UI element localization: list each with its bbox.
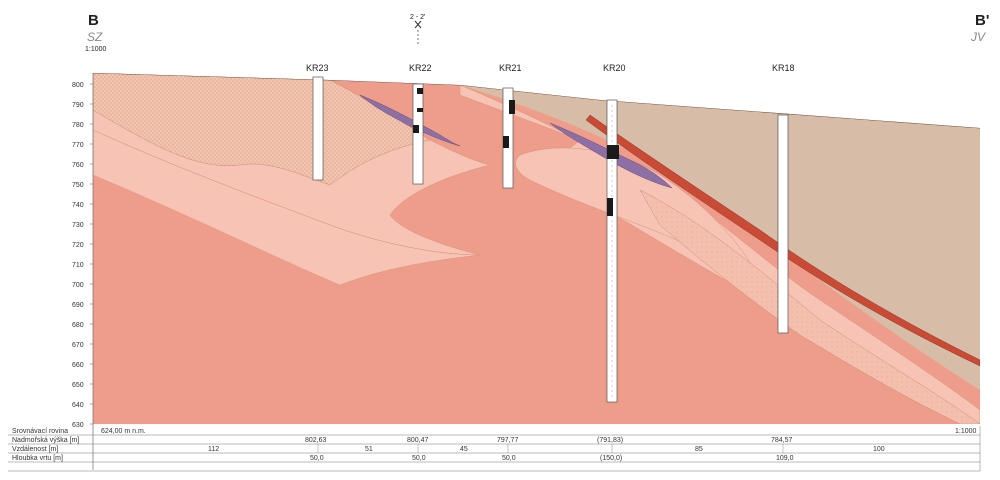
- table-cell: (150,0): [600, 455, 622, 462]
- borehole-label: KR22: [409, 63, 432, 73]
- axis-tick-label: 690: [72, 302, 84, 309]
- axis-tick: 650: [72, 382, 93, 389]
- borehole-kr21: KR21: [499, 63, 522, 189]
- table-row-label: Hloubka vrtu [m]: [12, 455, 63, 462]
- table-row-label: Vzdálenost [m]: [12, 446, 58, 453]
- table-row-label: Srovnávací rovina: [12, 428, 68, 435]
- axis-tick: 730: [72, 222, 93, 229]
- axis-tick: 630: [72, 422, 93, 429]
- elevation-axis: 800 790 780 770 760 750 740 730 720 710 …: [72, 73, 94, 470]
- axis-tick-label: 640: [72, 402, 84, 409]
- table-cell: 802,63: [305, 437, 327, 444]
- table-row-label: Nadmořská výška [m]: [12, 437, 79, 444]
- axis-tick: 770: [72, 142, 93, 149]
- axis-tick-label: 700: [72, 282, 84, 289]
- axis-tick: 690: [72, 302, 93, 309]
- table-cell: 45: [460, 446, 468, 453]
- axis-tick: 710: [72, 262, 93, 269]
- borehole-label: KR21: [499, 63, 522, 73]
- axis-tick-label: 720: [72, 242, 84, 249]
- table-cell: 800,47: [407, 437, 429, 444]
- right-scale-label: 1:1000: [955, 428, 977, 435]
- left-direction-label: SZ: [87, 30, 103, 44]
- table-cell: 50,0: [310, 455, 324, 462]
- axis-tick: 790: [72, 102, 93, 109]
- table-cell: (791,83): [597, 437, 623, 444]
- axis-tick-label: 650: [72, 382, 84, 389]
- datum-value: 624,00 m n.m.: [101, 428, 146, 435]
- axis-tick-label: 630: [72, 422, 84, 429]
- borehole-label: KR20: [603, 63, 626, 73]
- axis-tick-label: 780: [72, 122, 84, 129]
- axis-tick: 660: [72, 362, 93, 369]
- dotted-band: [639, 189, 980, 424]
- axis-tick: 780: [72, 122, 93, 129]
- axis-tick-label: 750: [72, 182, 84, 189]
- borehole-label: KR18: [772, 63, 795, 73]
- axis-tick-label: 800: [72, 82, 84, 89]
- left-section-label: B: [88, 12, 99, 29]
- cross-marker-label: 2 - 2': [410, 14, 425, 21]
- table-cell: 797,77: [497, 437, 519, 444]
- borehole-kr23: KR23: [306, 63, 329, 181]
- table-cell: 50,0: [412, 455, 426, 462]
- borehole-kr22: KR22: [409, 63, 432, 185]
- right-direction-label: JV: [970, 30, 986, 44]
- axis-tick: 720: [72, 242, 93, 249]
- left-scale-label: 1:1000: [85, 46, 107, 53]
- table-cell: 85: [695, 446, 703, 453]
- axis-tick-label: 710: [72, 262, 84, 269]
- axis-tick: 740: [72, 202, 93, 209]
- axis-tick-label: 680: [72, 322, 84, 329]
- geology-layers: [93, 73, 980, 424]
- borehole-label: KR23: [306, 63, 329, 73]
- table-cell: 100: [873, 446, 885, 453]
- table-cell: 109,0: [776, 455, 794, 462]
- axis-tick-label: 760: [72, 162, 84, 169]
- axis-tick-label: 740: [72, 202, 84, 209]
- overburden-layer: [460, 85, 980, 390]
- axis-tick: 640: [72, 402, 93, 409]
- axis-tick-label: 730: [72, 222, 84, 229]
- axis-tick: 760: [72, 162, 93, 169]
- table-cell: 50,0: [502, 455, 516, 462]
- axis-tick: 750: [72, 182, 93, 189]
- right-section-label: B': [975, 12, 989, 29]
- deep-base-layer: [93, 175, 760, 424]
- borehole-data-table: Srovnávací rovina 624,00 m n.m. 1:1000 N…: [8, 426, 981, 472]
- axis-tick: 800: [72, 82, 93, 89]
- borehole-kr18: KR18: [772, 63, 795, 334]
- borehole-kr20: KR20: [603, 63, 626, 403]
- red-seam: [585, 114, 980, 367]
- axis-tick: 670: [72, 342, 93, 349]
- axis-tick-label: 670: [72, 342, 84, 349]
- table-cell: 784,57: [771, 437, 793, 444]
- axis-tick-label: 660: [72, 362, 84, 369]
- axis-tick-label: 790: [72, 102, 84, 109]
- violet-lens-1: [359, 94, 461, 147]
- axis-tick-label: 770: [72, 142, 84, 149]
- table-cell: 51: [365, 446, 373, 453]
- axis-ticks: 800 790 780 770 760 750 740 730 720 710 …: [72, 82, 93, 429]
- axis-tick: 700: [72, 282, 93, 289]
- axis-tick: 680: [72, 322, 93, 329]
- cross-marker-icon: [414, 20, 422, 46]
- table-cell: 112: [208, 446, 219, 453]
